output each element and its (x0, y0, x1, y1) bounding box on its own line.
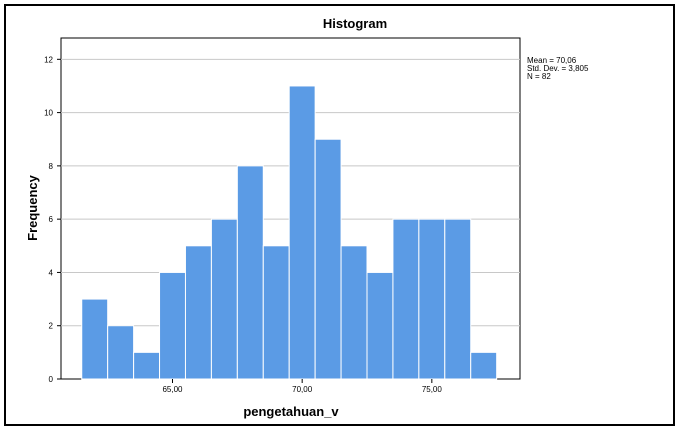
y-axis-ticks: 0 2 4 6 8 10 12 (44, 55, 61, 384)
stat-std-dev: Std. Dev. = 3,805 (527, 64, 589, 73)
y-axis-label: Frequency (25, 174, 40, 241)
x-tick-label: 65,00 (162, 385, 183, 394)
histogram-bar (107, 325, 135, 380)
histogram-bar (133, 351, 161, 380)
chart-title: Histogram (323, 16, 387, 31)
x-tick-label: 70,00 (292, 385, 313, 394)
y-tick-label: 12 (44, 55, 53, 64)
histogram-bar (262, 245, 290, 380)
y-tick-label: 2 (49, 322, 54, 331)
histogram-bar (470, 351, 498, 380)
y-tick-label: 6 (49, 215, 54, 224)
x-axis-ticks: 65,00 70,00 75,00 (162, 379, 442, 394)
y-tick-label: 10 (44, 109, 53, 118)
y-tick-label: 0 (49, 375, 54, 384)
histogram-bar (288, 85, 316, 380)
stat-n: N = 82 (527, 72, 551, 81)
bars (81, 85, 498, 380)
stat-mean: Mean = 70,06 (527, 56, 577, 65)
x-tick-label: 75,00 (422, 385, 443, 394)
histogram-bar (236, 165, 264, 380)
histogram-bar (340, 245, 368, 380)
histogram-bar (159, 271, 186, 380)
histogram-bar (210, 218, 238, 380)
histogram-bar (314, 138, 342, 380)
histogram-bar (184, 245, 212, 380)
y-tick-label: 8 (49, 162, 54, 171)
histogram-bar (444, 218, 472, 380)
histogram-bar (81, 298, 109, 380)
histogram-bar (366, 271, 394, 380)
x-axis-label: pengetahuan_v (243, 404, 339, 419)
y-tick-label: 4 (49, 268, 54, 277)
histogram-bar (392, 218, 420, 380)
histogram-bar (418, 218, 446, 380)
